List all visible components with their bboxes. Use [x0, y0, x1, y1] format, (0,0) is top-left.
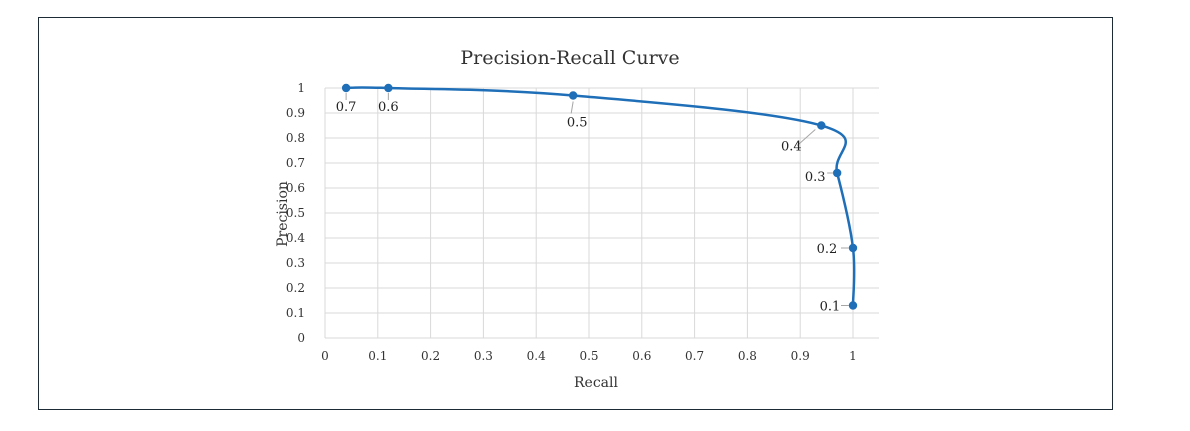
data-point-marker — [848, 243, 858, 253]
x-tick-label: 0.1 — [368, 349, 387, 363]
data-point-marker — [384, 83, 393, 93]
data-label: 0.4 — [781, 140, 802, 155]
y-tick-label: 0.8 — [286, 131, 305, 145]
y-tick-label: 0.6 — [286, 181, 305, 195]
data-point-marker — [848, 301, 858, 310]
y-tick-label: 0.5 — [286, 206, 305, 220]
y-tick-label: 0.9 — [286, 106, 305, 120]
x-tick-label: 0.7 — [685, 349, 704, 363]
y-axis-title: Precision — [275, 181, 291, 247]
y-tick-label: 0.2 — [286, 281, 305, 295]
x-axis-title: Recall — [574, 375, 618, 391]
data-label: 0.6 — [378, 100, 399, 115]
data-label: 0.1 — [820, 300, 841, 315]
x-tick-label: 0.2 — [421, 349, 440, 363]
x-tick-label: 0.8 — [738, 349, 757, 363]
x-tick-label: 0 — [321, 349, 329, 363]
data-label: 0.2 — [817, 242, 838, 257]
data-point-marker — [341, 83, 351, 93]
data-point-marker — [832, 168, 842, 178]
y-tick-label: 0.7 — [286, 156, 305, 170]
data-point-marker — [568, 91, 578, 100]
x-tick-label: 1 — [849, 349, 857, 363]
data-label: 0.3 — [805, 170, 826, 185]
chart-frame: 0 0.1 0.2 0.3 0.4 0.5 0.6 0.7 0.8 0.9 1 0 0.1 0.2 0.3 0… — [38, 17, 1113, 410]
data-label-leader — [570, 101, 574, 114]
data-point-marker — [817, 121, 826, 130]
data-label: 0.5 — [567, 116, 588, 131]
data-label: 0.7 — [336, 100, 357, 115]
x-tick-label: 0.3 — [474, 349, 493, 363]
pr-curve-line — [344, 86, 856, 307]
y-tick-label: 0.4 — [286, 231, 305, 245]
x-tick-label: 0.6 — [632, 349, 651, 363]
x-tick-label: 0.9 — [791, 349, 810, 363]
y-tick-label: 0 — [297, 331, 305, 345]
y-tick-label: 1 — [297, 81, 305, 95]
chart-title: Precision-Recall Curve — [460, 47, 679, 69]
y-tick-label: 0.1 — [286, 306, 305, 320]
x-tick-label: 0.4 — [527, 349, 546, 363]
y-tick-label: 0.3 — [286, 256, 305, 270]
x-tick-label: 0.5 — [579, 349, 598, 363]
pr-chart: 00.10.20.30.40.50.60.70.80.910 0.1 0.2 0.3 0… — [275, 47, 879, 391]
data-label-leader — [796, 129, 816, 146]
